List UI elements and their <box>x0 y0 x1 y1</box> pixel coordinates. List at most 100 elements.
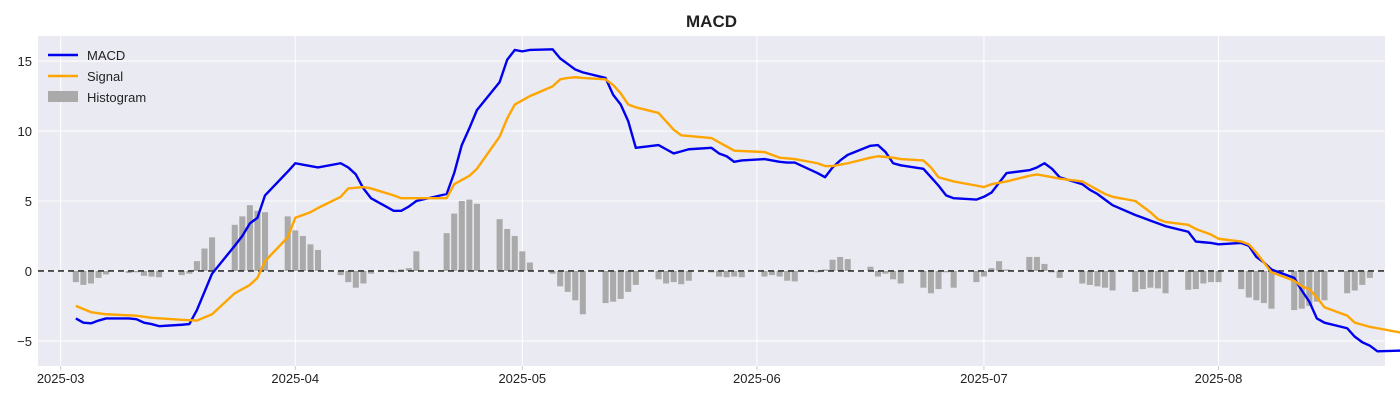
histogram-bar <box>564 270 571 292</box>
histogram-bar <box>1313 270 1320 302</box>
histogram-bar <box>1245 270 1252 298</box>
legend-histogram-label: Histogram <box>87 90 146 105</box>
histogram-bar <box>1109 270 1116 291</box>
histogram-bar <box>602 270 609 304</box>
histogram-bar <box>458 201 465 271</box>
x-tick-label: 2025-08 <box>1195 371 1243 386</box>
histogram-bar <box>1200 270 1207 284</box>
histogram-bar <box>1101 270 1109 288</box>
histogram-bar <box>125 270 132 274</box>
histogram-bar <box>87 270 94 284</box>
histogram-bar <box>1056 270 1063 278</box>
histogram-bar <box>874 270 882 277</box>
histogram-bar <box>239 216 246 271</box>
histogram-bar <box>897 270 904 284</box>
histogram-bar <box>80 270 87 285</box>
histogram-bar <box>776 270 783 277</box>
histogram-bar <box>821 269 829 271</box>
histogram-bar <box>1215 270 1222 283</box>
histogram-bar <box>935 270 942 290</box>
histogram-bar <box>405 268 412 271</box>
histogram-bar <box>511 235 518 271</box>
y-tick-label: −5 <box>17 334 32 349</box>
histogram-bar <box>784 270 791 281</box>
histogram-bar <box>1344 270 1351 294</box>
histogram-bar <box>890 270 897 280</box>
histogram-bar <box>950 270 957 288</box>
histogram-bar <box>920 270 927 288</box>
histogram-bar <box>473 203 480 271</box>
histogram-bar <box>731 270 738 277</box>
histogram-bar <box>262 212 269 271</box>
legend: MACD Signal Histogram <box>48 48 146 105</box>
histogram-bar <box>844 259 851 271</box>
histogram-bar <box>1041 263 1048 271</box>
histogram-bar <box>1086 270 1093 285</box>
x-tick-label: 2025-07 <box>960 371 1008 386</box>
histogram-bar <box>632 270 639 285</box>
histogram-bar <box>231 224 238 271</box>
x-tick-label: 2025-05 <box>498 371 546 386</box>
histogram-bar <box>360 270 367 284</box>
histogram-bar <box>156 270 163 278</box>
histogram-bar <box>466 199 473 271</box>
histogram-bar <box>178 270 185 276</box>
histogram-bar <box>943 270 950 273</box>
histogram-bar <box>1260 270 1267 304</box>
histogram-bar <box>769 270 776 276</box>
histogram-bar <box>201 248 208 271</box>
histogram-bar <box>1033 256 1040 271</box>
y-tick-label: 5 <box>25 194 32 209</box>
histogram-bar <box>1079 270 1086 284</box>
histogram-bar <box>557 270 564 287</box>
histogram-bar <box>988 268 995 271</box>
series-lines <box>75 48 1400 353</box>
histogram-bar <box>193 261 200 271</box>
x-tick-label: 2025-06 <box>733 371 781 386</box>
histogram-bar <box>1321 270 1328 301</box>
histogram-bar <box>496 219 503 271</box>
histogram-bar <box>837 256 844 271</box>
histogram-bar <box>723 270 730 278</box>
histogram-bar <box>738 270 745 278</box>
histogram-bar <box>133 270 140 273</box>
x-tick-labels: 2025-03 2025-04 2025-05 2025-06 2025-07 2025-… <box>37 366 1243 386</box>
legend-histogram-swatch <box>48 91 78 102</box>
y-tick-labels: −5 0 5 10 15 <box>17 54 32 349</box>
histogram-bar <box>186 270 193 274</box>
histogram-bar <box>1003 269 1010 271</box>
histogram-bar <box>1026 256 1033 271</box>
histogram-bar <box>337 270 344 276</box>
histogram-bar <box>655 270 662 280</box>
histogram-bar <box>973 270 980 283</box>
histogram-bar <box>685 270 692 281</box>
histogram-bar <box>1192 270 1199 290</box>
histogram-bar <box>610 270 617 302</box>
histogram-bar <box>246 205 253 271</box>
histogram-bar <box>572 270 579 301</box>
histogram-bar <box>1351 270 1358 291</box>
histogram-bar <box>352 270 359 288</box>
histogram-bars <box>72 199 1373 315</box>
histogram-bar <box>1154 270 1161 289</box>
legend-macd-label: MACD <box>87 48 125 63</box>
histogram-bar <box>519 251 526 271</box>
histogram-bar <box>980 270 987 277</box>
histogram-bar <box>670 270 677 283</box>
macd-line <box>75 48 1400 353</box>
histogram-bar <box>791 270 798 282</box>
histogram-bar <box>1132 270 1139 292</box>
chart-title: MACD <box>686 12 737 31</box>
histogram-bar <box>829 259 836 271</box>
histogram-bar <box>148 270 155 277</box>
histogram-bar <box>1147 270 1154 288</box>
histogram-bar <box>716 270 723 277</box>
histogram-bar <box>140 270 147 276</box>
y-tick-label: 15 <box>18 54 32 69</box>
histogram-bar <box>413 251 420 271</box>
histogram-bar <box>1207 270 1214 283</box>
histogram-bar <box>526 262 533 271</box>
histogram-bar <box>617 270 624 299</box>
x-tick-label: 2025-03 <box>37 371 85 386</box>
